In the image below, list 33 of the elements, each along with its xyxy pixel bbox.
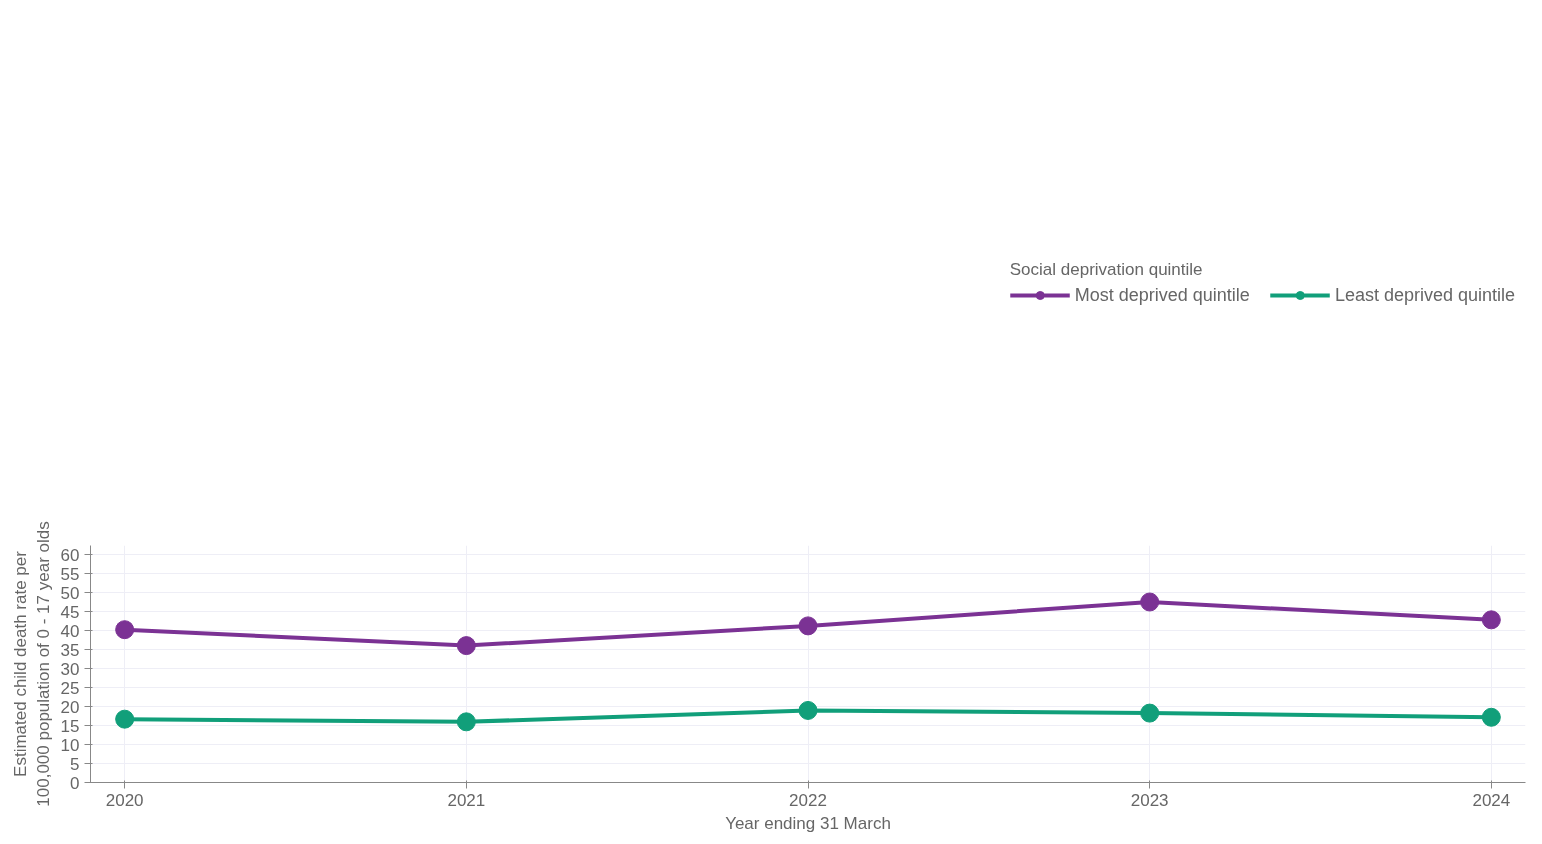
- x-tick-label: 2023: [1130, 790, 1169, 810]
- y-tick-label: 20: [60, 697, 80, 717]
- y-tick-label: 35: [60, 640, 80, 660]
- y-tick-label: 15: [60, 716, 80, 736]
- x-tick-label: 2020: [105, 790, 144, 810]
- point: [115, 709, 135, 729]
- point: [1140, 592, 1160, 612]
- y-tick-label: 45: [60, 602, 80, 622]
- y-tick-label: 60: [60, 545, 80, 565]
- x-tick-label: 2021: [447, 790, 486, 810]
- point: [1481, 610, 1501, 630]
- point: [798, 700, 818, 720]
- point: [115, 620, 135, 640]
- point: [456, 712, 476, 732]
- legend-title: Social deprivation quintile: [1009, 259, 1204, 280]
- y-tick-label: 40: [60, 621, 80, 641]
- y-tick-label: 0: [70, 773, 80, 793]
- point: [456, 636, 476, 656]
- legend-label: Most deprived quintile: [1074, 284, 1250, 306]
- y-tick-label: 5: [70, 754, 80, 774]
- point: [798, 616, 818, 636]
- y-tick-label: 30: [60, 659, 80, 679]
- legend-label: Least deprived quintile: [1334, 284, 1515, 306]
- y-tick-label: 50: [60, 583, 80, 603]
- x-tick-label: 2024: [1472, 790, 1511, 810]
- y-tick-label: 25: [60, 678, 80, 698]
- point: [1140, 703, 1160, 723]
- y-tick-label: 10: [60, 735, 80, 755]
- y-tick-label: 55: [60, 564, 80, 584]
- x-tick-label: 2022: [789, 790, 827, 810]
- point: [1481, 707, 1501, 727]
- x-axis-title: Year ending 31 March: [725, 813, 891, 833]
- y-axis-title: Estimated child death rate per 100,000 population of 0 - 17 year olds: [10, 521, 53, 807]
